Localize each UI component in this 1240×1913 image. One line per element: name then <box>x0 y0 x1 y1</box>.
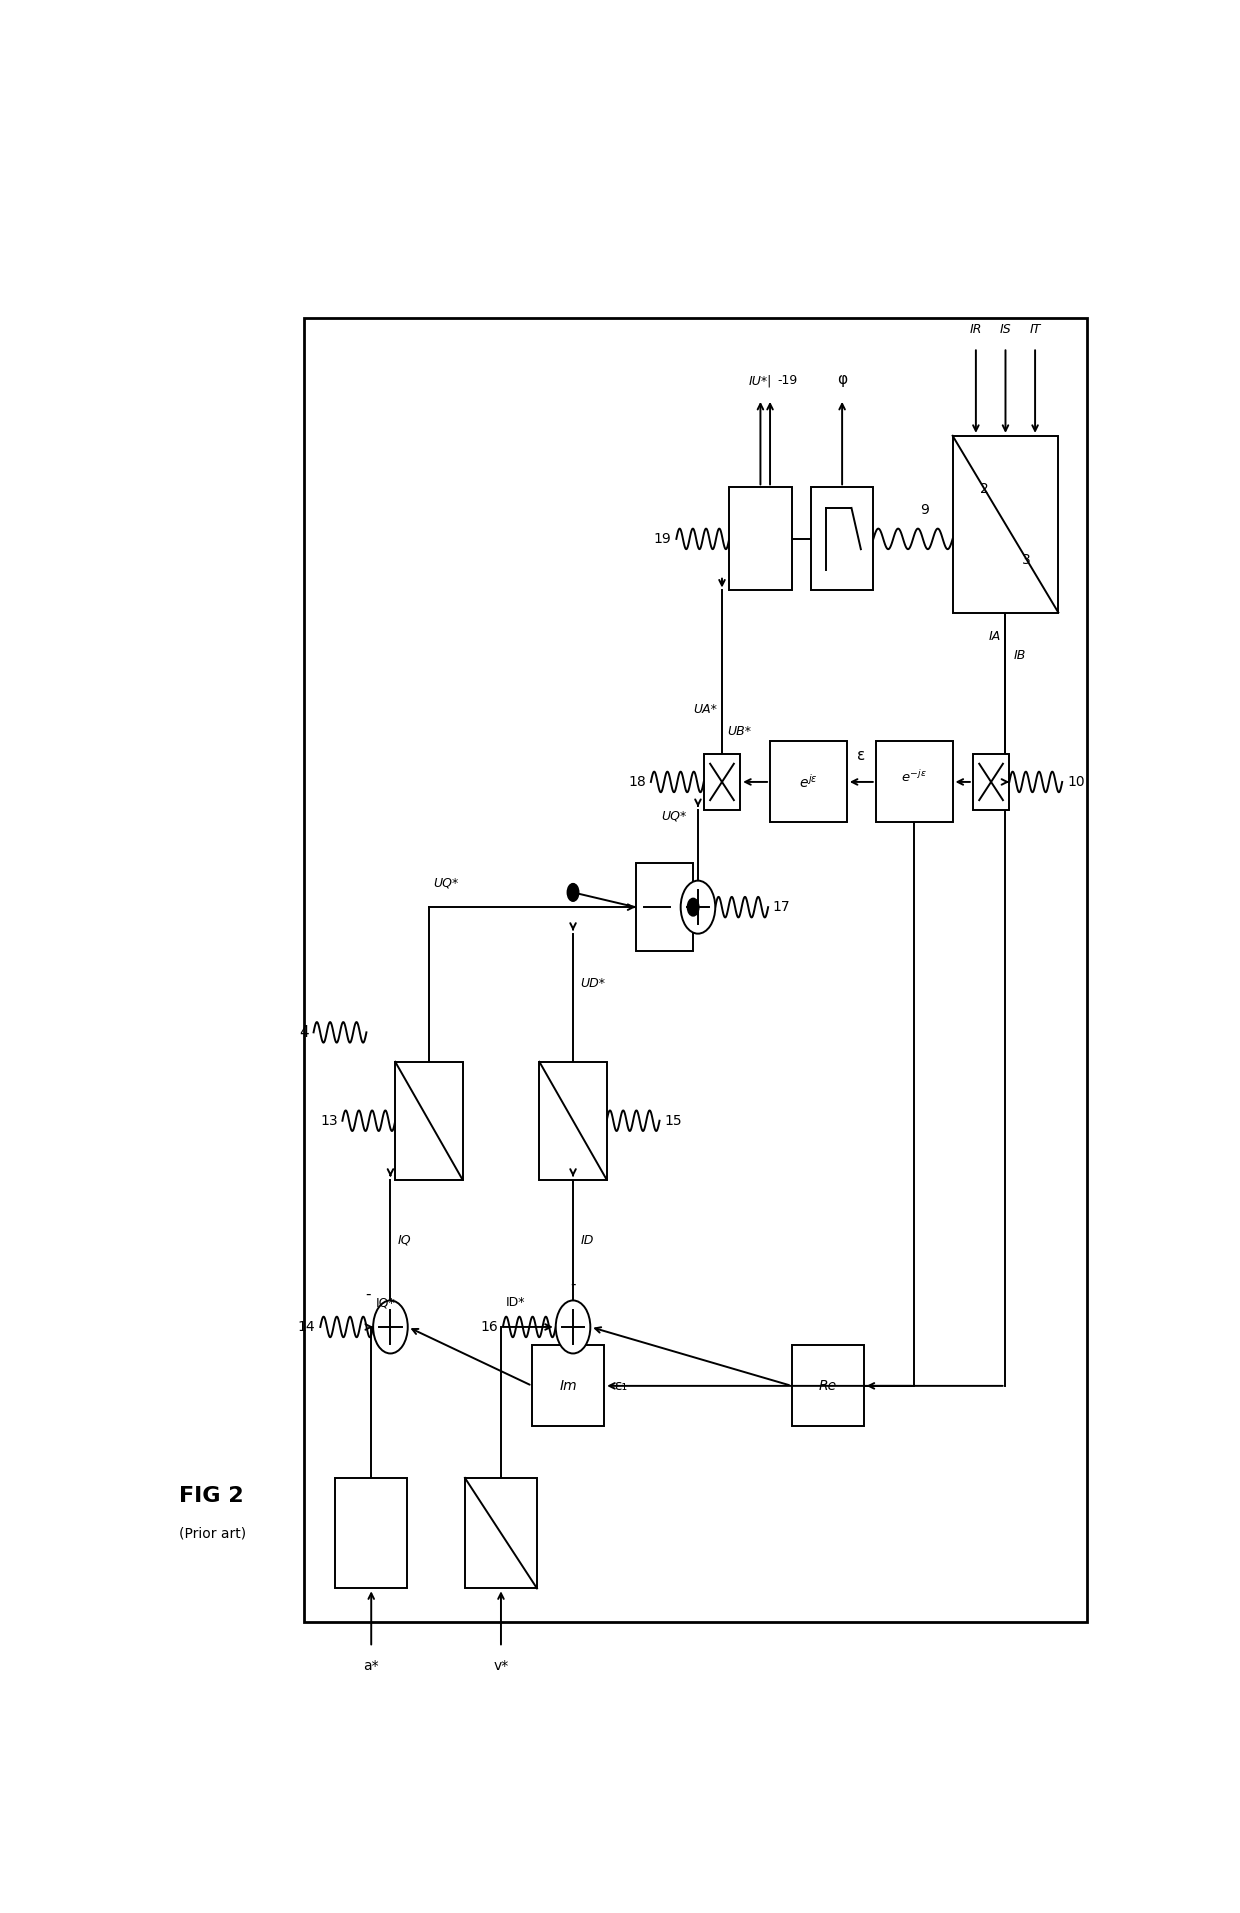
Text: 19: 19 <box>653 532 672 545</box>
Text: Im: Im <box>559 1379 577 1393</box>
Circle shape <box>567 884 579 901</box>
Bar <box>532 1345 604 1427</box>
Bar <box>770 742 847 823</box>
Text: a*: a* <box>363 1659 379 1674</box>
Text: IQ*: IQ* <box>376 1297 396 1308</box>
Text: ε: ε <box>857 748 866 763</box>
Text: v*: v* <box>494 1659 508 1674</box>
Bar <box>791 1345 864 1427</box>
Text: 15: 15 <box>665 1113 682 1129</box>
Text: -19: -19 <box>777 375 799 386</box>
Text: 9: 9 <box>920 503 929 517</box>
Text: ε₁: ε₁ <box>614 1379 627 1393</box>
Text: IT: IT <box>1029 323 1040 335</box>
Text: (Prior art): (Prior art) <box>179 1527 247 1540</box>
Text: 3: 3 <box>1022 553 1030 566</box>
Text: 2: 2 <box>980 482 988 495</box>
Text: UB*: UB* <box>727 725 750 738</box>
Text: IS: IS <box>999 323 1012 335</box>
Bar <box>304 318 1087 1622</box>
Text: 16: 16 <box>480 1320 498 1333</box>
Bar <box>704 754 740 809</box>
Text: FIG 2: FIG 2 <box>179 1486 243 1506</box>
Circle shape <box>687 899 699 916</box>
Text: 4: 4 <box>299 1025 309 1041</box>
Circle shape <box>373 1301 408 1354</box>
Text: IR: IR <box>970 323 982 335</box>
Bar <box>811 488 873 591</box>
Text: -: - <box>570 1276 575 1291</box>
Bar <box>465 1479 537 1588</box>
Bar <box>875 742 952 823</box>
Text: UQ*: UQ* <box>661 809 687 823</box>
Text: $e^{-j\varepsilon}$: $e^{-j\varepsilon}$ <box>901 769 928 786</box>
Text: ID: ID <box>580 1234 594 1247</box>
Bar <box>635 863 693 951</box>
Text: φ: φ <box>837 373 847 386</box>
Text: Re: Re <box>818 1379 837 1393</box>
Bar <box>335 1479 407 1588</box>
Text: IU*|: IU*| <box>749 375 773 386</box>
Bar <box>729 488 791 591</box>
Text: 17: 17 <box>773 901 791 914</box>
Text: UD*: UD* <box>580 976 605 989</box>
Text: -: - <box>366 1287 371 1303</box>
Bar <box>539 1062 606 1180</box>
Text: IB: IB <box>1013 649 1025 662</box>
Bar <box>952 436 1058 612</box>
Circle shape <box>556 1301 590 1354</box>
Circle shape <box>681 880 715 934</box>
Text: IA: IA <box>988 629 1001 643</box>
Text: ID*: ID* <box>506 1297 526 1308</box>
Text: 10: 10 <box>1066 775 1085 788</box>
Bar <box>396 1062 463 1180</box>
Bar <box>973 754 1009 809</box>
Text: $e^{j\varepsilon}$: $e^{j\varepsilon}$ <box>799 773 818 790</box>
Text: 14: 14 <box>298 1320 315 1333</box>
Text: IQ: IQ <box>398 1234 412 1247</box>
Text: UQ*: UQ* <box>434 876 459 890</box>
Text: UA*: UA* <box>693 704 717 715</box>
Text: 18: 18 <box>629 775 646 788</box>
Text: 13: 13 <box>320 1113 337 1129</box>
